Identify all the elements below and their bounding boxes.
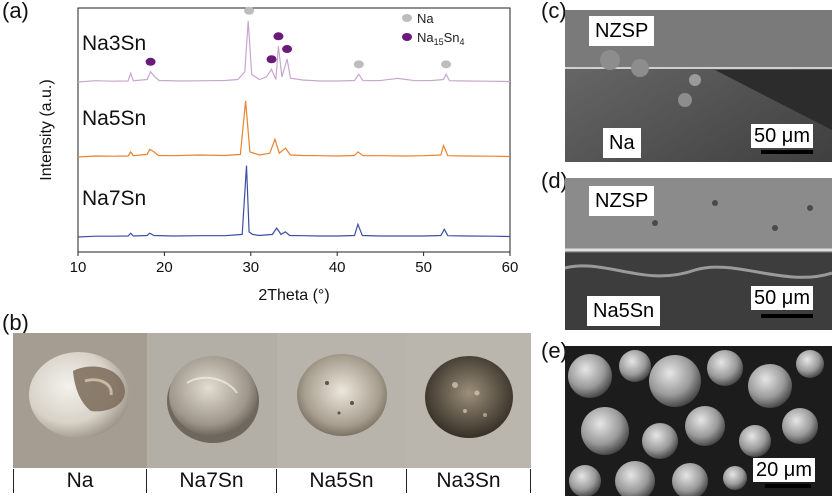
- photo-strip: Na Na7Sn Na5Sn Na3Sn: [13, 333, 531, 493]
- peak-marker-na15sn4: [145, 57, 156, 66]
- caption-na3sn: Na3Sn: [407, 469, 531, 493]
- series-line-na7sn: [77, 165, 511, 238]
- series-label-na7sn: Na7Sn: [82, 187, 146, 210]
- sem-e-image: [565, 346, 832, 496]
- photo-na3sn: [407, 333, 531, 468]
- sem-e-scalebar: [765, 484, 811, 488]
- sem-d-bottom-label: Na5Sn: [587, 296, 661, 326]
- x-tick-label: 40: [329, 259, 346, 276]
- x-tick-label: 20: [156, 259, 173, 276]
- x-tick-label: 30: [242, 259, 259, 276]
- peak-marker-na15sn4: [282, 45, 293, 54]
- legend-label: Na: [417, 11, 434, 26]
- peak-marker-na: [441, 60, 452, 69]
- sem-c-top-label: NZSP: [589, 16, 655, 46]
- legend-swatch-na15sn4: [402, 33, 412, 41]
- disc-na7sn-image: [147, 333, 277, 468]
- x-tick-label: 60: [502, 259, 519, 276]
- series-label-na3sn: Na3Sn: [82, 32, 146, 55]
- disc-na-image: [13, 333, 147, 468]
- panel-label-b: (b): [2, 310, 29, 335]
- photo-na7sn: [147, 333, 277, 468]
- series-label-na5sn: Na5Sn: [82, 107, 146, 130]
- series-line-na5sn: [77, 100, 511, 158]
- x-tick-label: 10: [70, 259, 87, 276]
- caption-na: Na: [13, 469, 147, 493]
- peak-marker-na15sn4: [273, 32, 284, 41]
- panel-label-d: (d): [541, 168, 568, 193]
- sem-c-scalebar: [761, 150, 813, 154]
- peak-marker-na: [353, 60, 364, 69]
- x-axis-label: 2Theta (°): [258, 287, 329, 304]
- x-tick-label: 50: [415, 259, 432, 276]
- sem-d-top-label: NZSP: [589, 186, 655, 216]
- peak-marker-na15sn4: [266, 55, 277, 64]
- disc-na3sn-image: [407, 333, 531, 468]
- y-axis-label: Intensity (a.u.): [38, 79, 55, 180]
- legend-swatch-na: [402, 14, 412, 22]
- sem-panel-e: 20 μm: [565, 346, 832, 496]
- sem-c-bottom-label: Na: [603, 128, 641, 158]
- panel-label-c: (c): [541, 0, 567, 23]
- caption-na5sn: Na5Sn: [277, 469, 407, 493]
- panel-label-a: (a): [2, 0, 29, 23]
- photo-na: [13, 333, 147, 468]
- sem-e-scale-label: 20 μm: [753, 458, 815, 482]
- sem-panel-d: NZSP Na5Sn 50 μm: [565, 178, 832, 330]
- sem-panel-c: NZSP Na 50 μm: [565, 10, 832, 162]
- disc-na5sn-image: [277, 333, 407, 468]
- sem-d-scalebar: [761, 314, 813, 318]
- photo-na5sn: [277, 333, 407, 468]
- xrd-chart: Na3Sn Na5Sn Na7Sn 10 20 30 40 50 60 2Theta (°) In…: [38, 6, 519, 304]
- caption-na7sn: Na7Sn: [147, 469, 277, 493]
- panel-label-e: (e): [541, 338, 568, 363]
- plot-frame-box: [77, 7, 511, 253]
- series-line-na3sn: [77, 20, 511, 83]
- sem-d-scale-label: 50 μm: [751, 286, 813, 310]
- peak-marker-na: [244, 6, 255, 15]
- sem-c-scale-label: 50 μm: [751, 124, 813, 148]
- legend-label: Na15Sn4: [417, 30, 465, 47]
